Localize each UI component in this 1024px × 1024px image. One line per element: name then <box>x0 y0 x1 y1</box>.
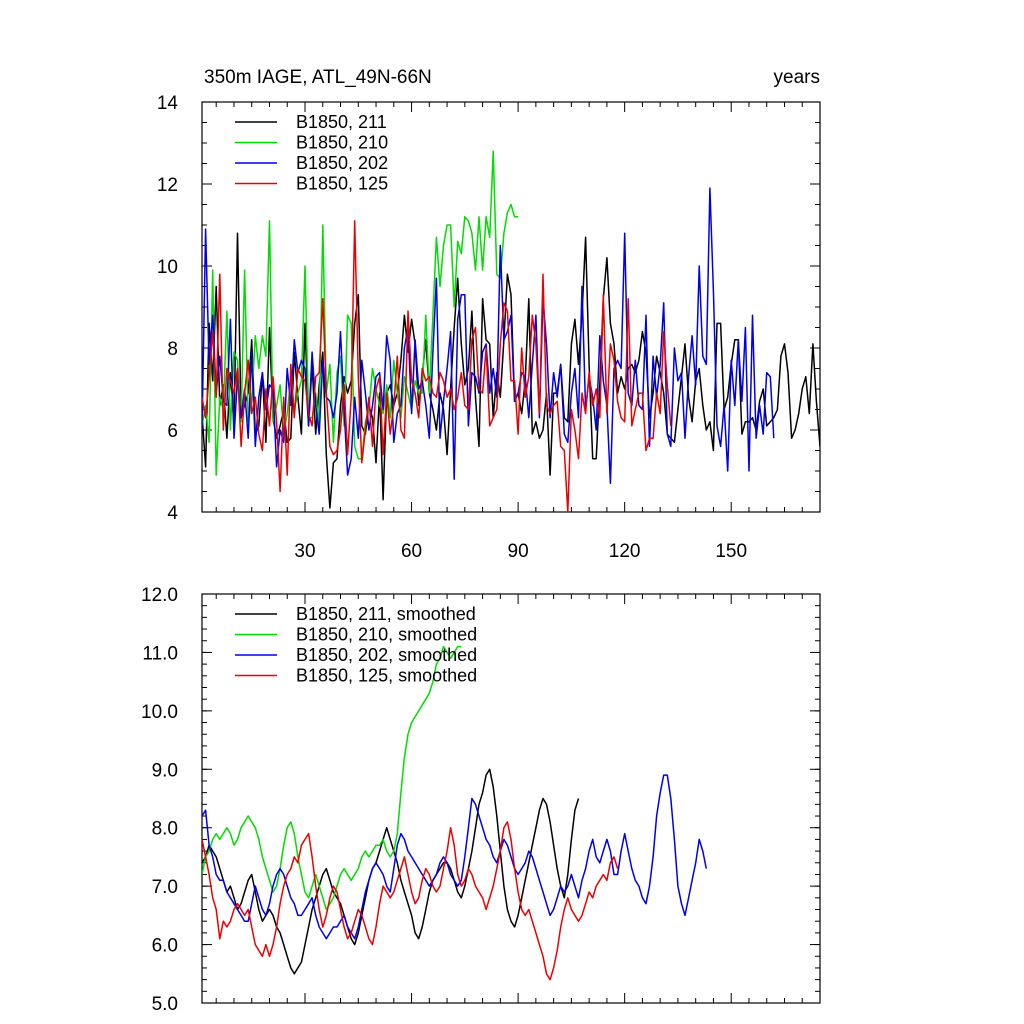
series-line-4 <box>202 821 619 981</box>
x-tick-label: 30 <box>294 541 315 562</box>
y-tick-label: 11.0 <box>142 643 178 664</box>
series-group <box>202 150 820 512</box>
y-tick-label: 14 <box>157 93 179 114</box>
legend-label: B1850, 210 <box>296 133 388 153</box>
series-group <box>202 645 708 981</box>
legend-label: B1850, 202 <box>296 153 388 173</box>
y-tick-label: 9.0 <box>152 760 178 781</box>
y-tick-label: 6.0 <box>152 936 178 957</box>
y-tick-label: 6 <box>167 421 178 442</box>
y-tick-label: 8.0 <box>152 819 178 840</box>
series-line-2 <box>202 150 519 476</box>
legend-label: B1850, 202, smoothed <box>296 645 477 665</box>
x-tick-label: 90 <box>508 541 529 562</box>
series-line-3 <box>202 187 775 485</box>
bottom-panel: 5.0 6.0 7.0 8.0 9.0 10.0 11.0 12.0 B1850, 211, s… <box>141 585 821 1015</box>
legend-label: B1850, 211, smoothed <box>296 604 476 624</box>
series-line-4 <box>202 220 672 512</box>
y-tick-label: 10.0 <box>141 702 178 723</box>
series-line-2 <box>202 645 462 911</box>
y-tick-label: 8 <box>167 339 178 360</box>
chart-title: 350m IAGE, ATL_49N-66N <box>204 67 432 88</box>
legend-label: B1850, 125 <box>296 174 388 194</box>
top-panel: 4 6 8 10 12 14 30 60 90 120 150 350m IAGE, ATL_49N-… <box>157 67 821 562</box>
y-tick-label: 7.0 <box>152 877 178 898</box>
y-tick-label: 5.0 <box>152 994 178 1015</box>
plot-frame <box>201 593 821 1004</box>
series-line-1 <box>202 768 580 975</box>
legend-label: B1850, 125, smoothed <box>296 666 477 686</box>
y-tick-label: 10 <box>157 257 178 278</box>
legend-label: B1850, 210, smoothed <box>296 625 477 645</box>
y-tick-label: 12.0 <box>141 585 178 606</box>
legend-label: B1850, 211 <box>296 112 387 132</box>
y-tick-label: 4 <box>167 503 178 524</box>
chart-units-label: years <box>774 67 820 88</box>
series-line-3 <box>202 774 708 940</box>
y-tick-label: 12 <box>157 175 178 196</box>
x-tick-label: 150 <box>715 541 747 562</box>
x-tick-label: 60 <box>401 541 422 562</box>
x-tick-label: 120 <box>609 541 641 562</box>
